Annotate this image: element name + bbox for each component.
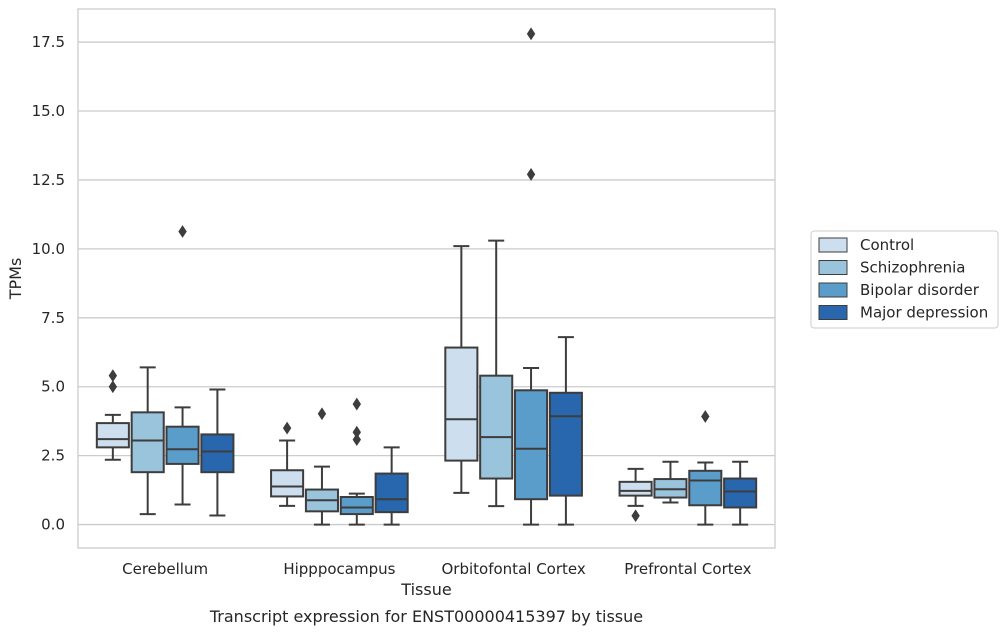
outlier-point [352,433,361,447]
box-body [688,469,723,507]
y-tick-label: 17.5 [32,33,65,51]
outlier-point [108,369,118,383]
outlier-point [631,509,640,523]
legend-swatch [818,282,848,298]
y-tick-labels: 0.0 2.5 5.0 7.5 10.0 12.5 15.0 17.5 [32,33,65,533]
outlier-point [282,421,292,435]
x-axis-label: Tissue [400,580,451,599]
box-0-2 [165,225,200,506]
y-tick-label: 2.5 [41,447,65,465]
plot-frame [77,8,776,549]
box-2-1 [479,239,514,508]
outlier-point [352,397,361,411]
legend-swatch [818,237,848,253]
box-body [165,425,200,465]
outlier-point [526,27,536,41]
box-2-0 [444,245,479,494]
box-1-2 [339,397,374,526]
box-2-2 [514,27,549,526]
box-0-0 [95,369,130,461]
box-1-3 [374,446,409,526]
box-2-3 [548,336,583,526]
box-body [200,433,235,474]
legend-label: Control [860,236,914,254]
box-body [548,391,583,497]
box-body [618,480,653,497]
y-tick-label: 12.5 [32,171,65,189]
outlier-point [108,380,118,394]
box-0-1 [130,366,165,516]
y-axis-label: TPMs [6,258,25,301]
box-3-3 [723,460,758,526]
box-3-0 [618,467,653,523]
x-tick-labels: Cerebellum Hipppocampus Orbitofontal Corte… [122,560,751,578]
y-tick-label: 15.0 [32,102,65,120]
box-body [479,374,514,480]
y-tick-label: 10.0 [32,240,65,258]
legend-label: Bipolar disorder [860,281,980,299]
legend: Control Schizophrenia Bipolar disorder Majo… [810,230,999,329]
box-1-1 [304,407,339,526]
legend-label: Major depression [860,304,988,322]
chart-title: Transcript expression for ENST0000041539… [209,607,643,626]
y-tick-label: 5.0 [41,378,65,396]
y-tick-label: 7.5 [41,309,65,327]
box-body [130,411,165,474]
x-tick-label: Prefrontal Cortex [624,560,751,578]
box-body [723,477,758,509]
legend-label: Schizophrenia [860,259,965,277]
box-3-1 [653,460,688,504]
box-body [444,346,479,462]
box-body [374,472,409,514]
legend-frame [810,230,999,329]
outlier-point [317,407,327,421]
plot-boxes [95,27,758,526]
box-body [339,495,374,516]
legend-swatch [818,305,848,320]
box-body [270,469,305,498]
box-3-2 [688,410,723,526]
x-tick-label: Hipppocampus [283,560,395,578]
x-tick-label: Cerebellum [122,560,208,578]
outlier-point [352,425,361,439]
box-0-3 [200,388,235,517]
y-tick-label: 0.0 [41,516,65,534]
legend-swatch [818,260,848,275]
box-body [95,422,130,449]
box-body [514,389,549,501]
outlier-point [526,168,536,181]
box-1-0 [270,421,305,507]
x-tick-label: Orbitofontal Cortex [442,560,586,578]
outlier-point [701,410,710,423]
outlier-point [178,225,187,238]
